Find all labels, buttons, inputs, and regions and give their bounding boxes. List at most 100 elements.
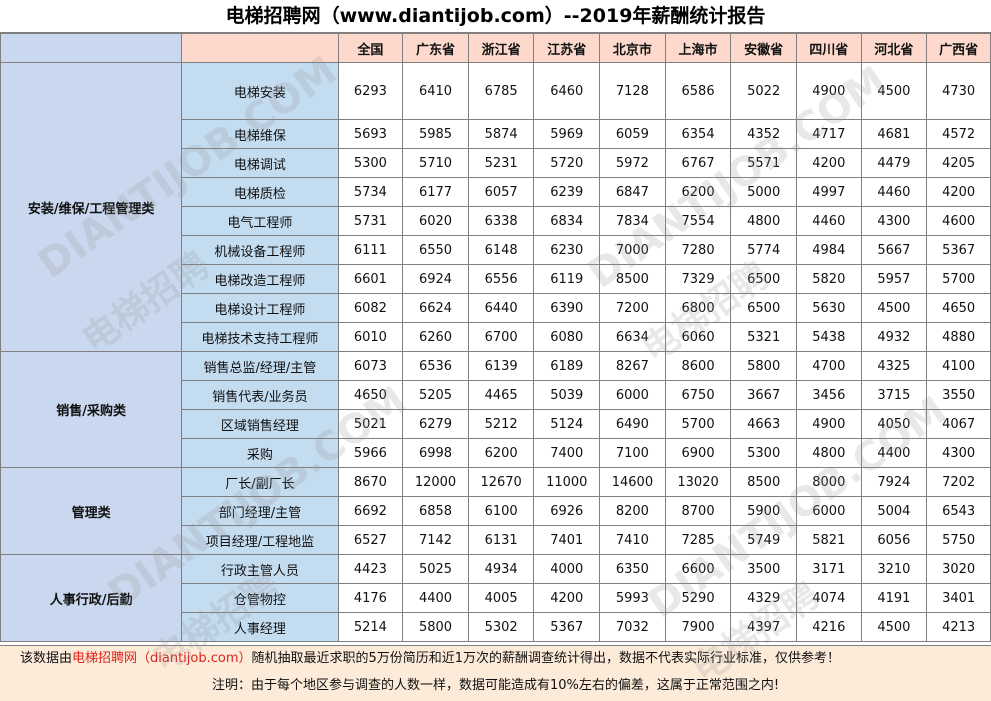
salary-cell: 4500 — [860, 62, 928, 120]
category-cell: 人事行政/后勤 — [0, 554, 183, 642]
salary-cell: 5571 — [730, 148, 797, 178]
salary-cell: 4900 — [795, 409, 862, 439]
salary-cell: 4352 — [730, 119, 797, 149]
table-row: 人事经理 5214 5800 5302 5367 7032 7900 4397 4216 4500… — [1, 612, 991, 642]
salary-cell: 6279 — [402, 409, 469, 439]
salary-cell: 6020 — [402, 206, 469, 236]
table-row: 区域销售经理 5021 6279 5212 5124 6490 5700 4663 4900 40… — [1, 409, 991, 439]
salary-cell: 6338 — [467, 206, 535, 236]
salary-cell: 4300 — [926, 438, 991, 468]
salary-cell: 8267 — [599, 351, 666, 381]
salary-cell: 5367 — [926, 235, 991, 265]
salary-cell: 6354 — [664, 119, 732, 149]
salary-cell: 4074 — [795, 583, 862, 613]
salary-cell: 6410 — [402, 62, 469, 120]
salary-cell: 6858 — [402, 496, 469, 526]
salary-cell: 5022 — [730, 62, 797, 120]
role-cell: 电梯技术支持工程师 — [181, 322, 339, 352]
salary-cell: 5820 — [795, 264, 862, 294]
salary-cell: 14600 — [599, 467, 666, 497]
table-row: 电梯质检 5734 6177 6057 6239 6847 6200 5000 4997 4460… — [1, 177, 991, 207]
salary-cell: 7329 — [664, 264, 732, 294]
salary-cell: 7924 — [860, 467, 928, 497]
role-cell: 电气工程师 — [181, 206, 339, 236]
salary-cell: 4800 — [730, 206, 797, 236]
salary-cell: 6550 — [402, 235, 469, 265]
salary-cell: 5800 — [730, 351, 797, 381]
role-cell: 厂长/副厂长 — [181, 467, 339, 497]
salary-cell: 6900 — [664, 438, 732, 468]
salary-cell: 4572 — [926, 119, 991, 149]
salary-cell: 7834 — [599, 206, 666, 236]
salary-cell: 8600 — [664, 351, 732, 381]
role-cell: 销售代表/业务员 — [181, 380, 339, 410]
salary-cell: 3715 — [860, 380, 928, 410]
salary-cell: 6082 — [337, 293, 404, 323]
salary-cell: 6800 — [664, 293, 732, 323]
salary-cell: 4067 — [926, 409, 991, 439]
salary-cell: 6111 — [337, 235, 404, 265]
category-cell: 销售/采购类 — [0, 351, 183, 468]
salary-cell: 5749 — [730, 525, 797, 555]
salary-cell: 5321 — [730, 322, 797, 352]
salary-cell: 6600 — [664, 554, 732, 584]
salary-cell: 5710 — [402, 148, 469, 178]
salary-cell: 6060 — [664, 322, 732, 352]
salary-cell: 7000 — [599, 235, 666, 265]
salary-cell: 7100 — [599, 438, 666, 468]
salary-cell: 5957 — [860, 264, 928, 294]
salary-cell: 5969 — [533, 119, 601, 149]
salary-cell: 7900 — [664, 612, 732, 642]
salary-cell: 5985 — [402, 119, 469, 149]
salary-cell: 6230 — [533, 235, 601, 265]
salary-cell: 4005 — [467, 583, 535, 613]
salary-cell: 5212 — [467, 409, 535, 439]
salary-cell: 5734 — [337, 177, 404, 207]
corner-cell — [181, 33, 339, 63]
table-row: 销售代表/业务员 4650 5205 4465 5039 6000 6750 3667 3456… — [1, 380, 991, 410]
salary-cell: 6293 — [337, 62, 404, 120]
salary-cell: 3401 — [926, 583, 991, 613]
category-cell: 安装/维保/工程管理类 — [0, 62, 183, 352]
column-header: 安徽省 — [730, 33, 797, 63]
salary-cell: 6080 — [533, 322, 601, 352]
salary-cell: 3667 — [730, 380, 797, 410]
salary-cell: 8500 — [730, 467, 797, 497]
header-row: 全国 广东省 浙江省 江苏省 北京市 上海市 安徽省 四川省 河北省 广西省 — [0, 33, 991, 63]
table-row: 电梯设计工程师 6082 6624 6440 6390 7200 6800 6500 5630 4… — [1, 293, 991, 323]
table-row: 安装/维保/工程管理类 电梯安装 6293 6410 6785 6460 7128 6586 5… — [0, 62, 991, 352]
salary-cell: 6440 — [467, 293, 535, 323]
salary-cell: 11000 — [533, 467, 601, 497]
role-cell: 采购 — [181, 438, 339, 468]
salary-cell: 7032 — [599, 612, 666, 642]
column-header: 广东省 — [402, 33, 469, 63]
salary-cell: 4423 — [337, 554, 404, 584]
salary-cell: 5700 — [926, 264, 991, 294]
column-header: 河北省 — [860, 33, 928, 63]
salary-cell: 6785 — [467, 62, 535, 120]
salary-cell: 4500 — [860, 612, 928, 642]
salary-cell: 4100 — [926, 351, 991, 381]
salary-cell: 6059 — [599, 119, 666, 149]
salary-cell: 7554 — [664, 206, 732, 236]
salary-cell: 5700 — [664, 409, 732, 439]
salary-cell: 6634 — [599, 322, 666, 352]
salary-cell: 8700 — [664, 496, 732, 526]
table-row: 电梯技术支持工程师 6010 6260 6700 6080 6634 6060 5321 543… — [1, 322, 991, 352]
role-cell: 行政主管人员 — [181, 554, 339, 584]
salary-cell: 5750 — [926, 525, 991, 555]
salary-cell: 5205 — [402, 380, 469, 410]
salary-cell: 6148 — [467, 235, 535, 265]
site-link-text[interactable]: 电梯招聘网（diantijob.com） — [72, 651, 252, 666]
salary-cell: 4205 — [926, 148, 991, 178]
salary-cell: 5800 — [402, 612, 469, 642]
salary-cell: 6189 — [533, 351, 601, 381]
column-header: 全国 — [337, 33, 404, 63]
salary-cell: 5693 — [337, 119, 404, 149]
salary-cell: 3500 — [730, 554, 797, 584]
salary-cell: 8500 — [599, 264, 666, 294]
salary-cell: 8000 — [795, 467, 862, 497]
salary-cell: 3456 — [795, 380, 862, 410]
salary-cell: 6131 — [467, 525, 535, 555]
table-row: 电梯改造工程师 6601 6924 6556 6119 8500 7329 6500 5820 5… — [1, 264, 991, 294]
